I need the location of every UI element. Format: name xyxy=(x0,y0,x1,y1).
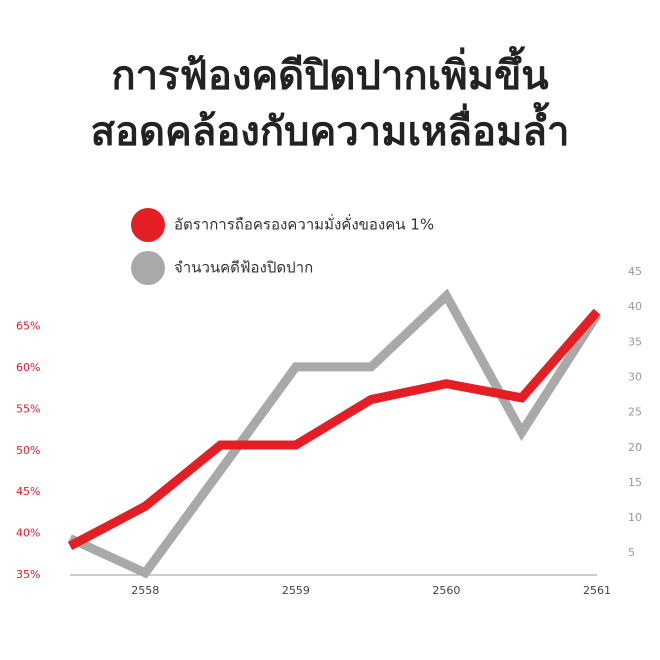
legend-label: อัตราการถือครองความมั่งคั่งของคน 1% xyxy=(174,214,434,234)
x-tick-label: 2559 xyxy=(282,584,310,597)
y2-tick-label: 20 xyxy=(628,441,642,454)
chart-title: การฟ้องคดีปิดปากเพิ่มขึ้น xyxy=(111,46,548,99)
y2-tick-label: 45 xyxy=(628,265,642,278)
y-tick-label: 45% xyxy=(16,485,40,498)
y-tick-label: 55% xyxy=(16,402,40,415)
series-line xyxy=(68,288,601,579)
chart-title: สอดคล้องกับความเหลื่อมล้ำ xyxy=(91,102,570,155)
y2-tick-label: 5 xyxy=(628,546,635,559)
series-line xyxy=(67,308,601,551)
y-tick-label: 40% xyxy=(16,527,40,540)
y-tick-label: 35% xyxy=(16,568,40,581)
x-tick-label: 2560 xyxy=(432,584,460,597)
legend-label: จำนวนคดีฟ้องปิดปาก xyxy=(174,259,313,277)
x-tick-label: 2558 xyxy=(131,584,159,597)
legend-marker xyxy=(131,251,165,285)
x-tick-label: 2561 xyxy=(583,584,611,597)
y2-tick-label: 25 xyxy=(628,406,642,419)
y-tick-label: 65% xyxy=(16,320,40,333)
y2-tick-label: 15 xyxy=(628,476,642,489)
y-tick-label: 50% xyxy=(16,444,40,457)
y2-tick-label: 10 xyxy=(628,511,642,524)
y2-tick-label: 40 xyxy=(628,300,642,313)
y2-tick-label: 30 xyxy=(628,370,642,383)
y-tick-label: 60% xyxy=(16,361,40,374)
legend-marker xyxy=(131,208,165,242)
y2-tick-label: 35 xyxy=(628,335,642,348)
